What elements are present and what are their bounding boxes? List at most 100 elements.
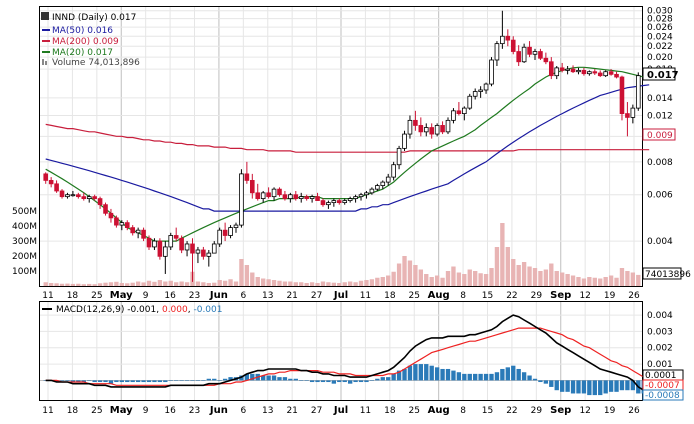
- macd-tick-label: 0.004: [647, 311, 673, 321]
- volume-bar: [570, 275, 576, 286]
- y-tick-label: 0.012: [647, 111, 673, 121]
- macd-tag-2-value: -0.0007: [645, 381, 680, 391]
- candle-body: [614, 73, 619, 78]
- volume-bar: [347, 281, 353, 286]
- x-tick-label: May: [110, 290, 133, 301]
- candle-body: [625, 113, 630, 118]
- macd-hist-bar: [146, 380, 152, 383]
- volume-bar: [233, 281, 239, 286]
- volume-bar: [625, 271, 630, 286]
- macd-hist-bar: [97, 380, 103, 383]
- candle-body: [326, 202, 331, 206]
- volume-tag-value: 74013896: [645, 270, 691, 280]
- volume-bar: [320, 281, 326, 286]
- macd-hist-bar: [440, 368, 445, 381]
- volume-bar: [587, 277, 592, 286]
- candle-body: [347, 198, 353, 201]
- x-tick-label: 11: [42, 291, 53, 301]
- x-tick-label: 16: [164, 406, 176, 416]
- volume-bar: [255, 277, 260, 286]
- volume-bar: [135, 281, 141, 286]
- volume-bar: [538, 271, 543, 286]
- macd-hist-bar: [222, 378, 228, 381]
- macd-hist-bar: [543, 380, 549, 384]
- volume-icon: [42, 59, 44, 65]
- volume-bar: [473, 271, 478, 286]
- candle-body: [195, 249, 201, 254]
- macd-hist-bar: [87, 380, 92, 381]
- macd-hist-bar: [445, 368, 451, 381]
- x-tick-label: 25: [409, 406, 420, 416]
- macd-hist-bar: [603, 380, 608, 394]
- candle-body: [635, 75, 641, 109]
- candle-body: [429, 127, 435, 135]
- candle-body: [581, 70, 587, 75]
- svg-text:MACD(12,26,9) -0.001, 0.000, -: MACD(12,26,9) -0.001, 0.000, -0.001: [56, 305, 222, 315]
- macd-hist-bar: [277, 377, 282, 381]
- macd-hist-bar: [619, 380, 625, 391]
- volume-bar: [614, 277, 619, 286]
- macd-hist-bar: [315, 380, 320, 383]
- macd-line: [45, 314, 650, 393]
- volume-bar: [239, 259, 244, 286]
- x-tick-label: 18: [384, 291, 396, 301]
- candle-body: [538, 51, 543, 59]
- macd-hist-bar: [119, 380, 125, 383]
- volume-bar: [260, 278, 266, 286]
- x-tick-label: 9: [143, 291, 149, 301]
- macd-hist-bar: [402, 368, 407, 381]
- macd-hist-bar: [494, 372, 500, 381]
- volume-bar: [353, 282, 358, 286]
- ma20-label: MA(20) 0.017: [52, 48, 113, 58]
- x-tick-label: 11: [42, 406, 53, 416]
- volume-bar: [326, 282, 331, 286]
- macd-hist-bar: [347, 380, 353, 384]
- volume-bar: [309, 282, 315, 286]
- volume-bar: [201, 282, 206, 286]
- x-tick-label: 6: [240, 406, 246, 416]
- macd-hist-bar: [581, 380, 587, 394]
- volume-bar: [59, 283, 65, 286]
- macd-hist-bar: [391, 373, 396, 381]
- volume-bar: [288, 281, 293, 286]
- volume-bar: [511, 259, 516, 286]
- x-tick-label: 15: [482, 291, 493, 301]
- volume-bar: [48, 283, 54, 286]
- volume-bar: [521, 262, 527, 286]
- candle-body: [152, 240, 157, 248]
- macd-hist-bar: [521, 372, 527, 381]
- volume-bar: [369, 279, 375, 286]
- volume-tick-label: 500M: [12, 207, 37, 217]
- candle-body: [570, 68, 576, 73]
- macd-hist-bar: [331, 380, 337, 384]
- macd-hist-bar: [130, 380, 135, 383]
- candle-body: [43, 173, 49, 181]
- x-tick-label: Jul: [333, 290, 348, 301]
- volume-bar: [358, 280, 364, 286]
- candle-body: [277, 188, 282, 196]
- volume-bar: [424, 274, 429, 286]
- volume-bar: [429, 277, 434, 286]
- x-tick-label: 6: [240, 291, 246, 301]
- volume-bar: [81, 284, 86, 286]
- volume-bar: [630, 272, 636, 286]
- candle-body: [494, 43, 500, 61]
- volume-bar: [54, 283, 59, 286]
- x-tick-label: 8: [460, 291, 466, 301]
- candle-body: [173, 235, 179, 239]
- volume-bar: [380, 277, 385, 286]
- macd-tag-1-value: 0.0001: [645, 371, 677, 381]
- macd-hist-bar: [206, 378, 211, 381]
- candle-body: [103, 204, 108, 214]
- candle-body: [358, 194, 364, 198]
- candle-body: [462, 107, 467, 114]
- volume-bar: [206, 283, 211, 286]
- volume-tick-label: 100M: [12, 267, 37, 277]
- x-tick-label: 9: [143, 406, 149, 416]
- candle-body: [293, 194, 299, 199]
- macd-hist-bar: [59, 380, 65, 381]
- macd-hist-bar: [337, 380, 342, 383]
- volume-bar: [391, 271, 396, 286]
- macd-hist-bar: [195, 380, 201, 381]
- volume-bar: [266, 279, 271, 286]
